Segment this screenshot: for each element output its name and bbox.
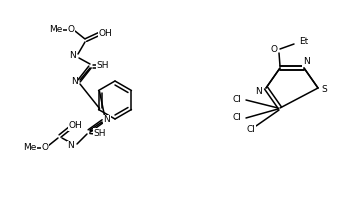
Text: N: N: [104, 116, 110, 124]
Text: O: O: [270, 46, 277, 55]
Text: O: O: [67, 25, 74, 34]
Text: Me: Me: [23, 143, 37, 152]
Text: S: S: [321, 86, 327, 95]
Text: O: O: [42, 143, 49, 152]
Text: SH: SH: [94, 128, 106, 137]
Text: OH: OH: [98, 29, 112, 38]
Text: N: N: [69, 51, 75, 61]
Text: N: N: [68, 141, 74, 151]
Text: OH: OH: [68, 122, 82, 130]
Text: N: N: [70, 78, 77, 86]
Text: Cl: Cl: [246, 124, 255, 133]
Text: SH: SH: [97, 61, 109, 69]
Text: Cl: Cl: [232, 114, 242, 122]
Text: N: N: [303, 57, 309, 67]
Text: Et: Et: [299, 36, 309, 46]
Text: Cl: Cl: [232, 95, 242, 105]
Text: Me: Me: [49, 25, 63, 34]
Text: N: N: [255, 88, 262, 97]
